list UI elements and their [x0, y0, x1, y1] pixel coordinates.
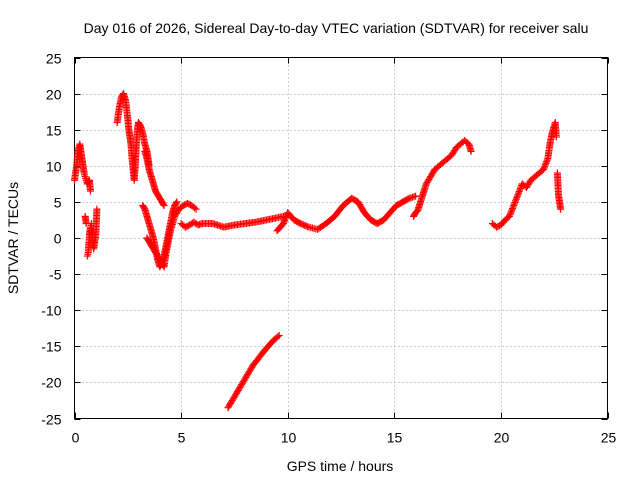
y-tick-label: 0	[54, 231, 62, 247]
data-point	[515, 188, 523, 196]
data-point	[541, 162, 549, 170]
grid-lines	[74, 57, 608, 419]
data-point	[279, 220, 287, 228]
data-point	[467, 147, 475, 155]
y-tick-label: -15	[41, 339, 61, 355]
data-point	[516, 186, 524, 194]
data-point	[93, 205, 101, 213]
data-point	[281, 215, 289, 223]
data-point	[512, 195, 520, 203]
x-axis-label: GPS time / hours	[287, 458, 394, 474]
x-tick-label: 0	[72, 430, 80, 446]
data-point	[552, 133, 560, 141]
y-tick-label: 15	[46, 123, 62, 139]
data-point	[281, 216, 289, 224]
data-point	[511, 198, 519, 206]
data-point	[172, 199, 180, 207]
data-point	[88, 220, 96, 228]
y-tick-label: -20	[41, 375, 61, 391]
data-point	[508, 206, 516, 214]
data-point	[508, 205, 516, 213]
data-point	[540, 165, 548, 173]
data-point	[540, 164, 548, 172]
data-point	[542, 159, 550, 167]
data-points	[71, 90, 565, 412]
y-tick-label: 5	[54, 195, 62, 211]
x-tick-label: 10	[281, 430, 297, 446]
data-point	[191, 204, 199, 212]
y-tick-label: 25	[46, 51, 62, 67]
data-point	[515, 189, 523, 197]
data-point	[557, 205, 565, 213]
x-tick-labels: 0 5 10 15 20 25	[72, 430, 617, 446]
axis-ticks	[74, 57, 609, 420]
data-point	[86, 187, 94, 195]
data-point	[510, 200, 518, 208]
y-tick-label: 20	[46, 87, 62, 103]
data-point	[275, 331, 283, 339]
data-point	[512, 197, 520, 205]
x-tick-label: 20	[494, 430, 510, 446]
data-point	[507, 209, 515, 217]
data-point	[513, 192, 521, 200]
data-point	[507, 208, 515, 216]
data-point	[505, 212, 513, 220]
y-axis-label: SDTVAR / TECUs	[5, 182, 21, 294]
data-point	[543, 156, 551, 164]
data-point	[510, 202, 518, 210]
data-point	[160, 202, 168, 210]
data-point	[159, 200, 167, 208]
data-point	[509, 203, 517, 211]
y-tick-label: 10	[46, 159, 62, 175]
data-point	[541, 161, 549, 169]
x-tick-label: 5	[178, 430, 186, 446]
y-tick-label: -10	[41, 303, 61, 319]
x-tick-label: 15	[387, 430, 403, 446]
data-point	[516, 184, 524, 192]
data-point	[412, 192, 420, 200]
data-point	[173, 198, 181, 206]
data-point	[274, 333, 282, 341]
y-tick-label: -25	[41, 412, 61, 428]
data-point	[280, 218, 288, 226]
data-point	[506, 211, 514, 219]
y-tick-label: -5	[49, 267, 62, 283]
data-point	[514, 191, 522, 199]
data-point	[192, 205, 200, 213]
data-point	[304, 223, 312, 231]
x-tick-label: 25	[601, 430, 617, 446]
data-point	[543, 158, 551, 166]
chart-title: Day 016 of 2026, Sidereal Day-to-day VTE…	[84, 20, 589, 36]
data-point	[513, 194, 521, 202]
y-tick-labels: -25 -20 -15 -10 -5 0 5 10 15 20 25	[41, 51, 61, 428]
